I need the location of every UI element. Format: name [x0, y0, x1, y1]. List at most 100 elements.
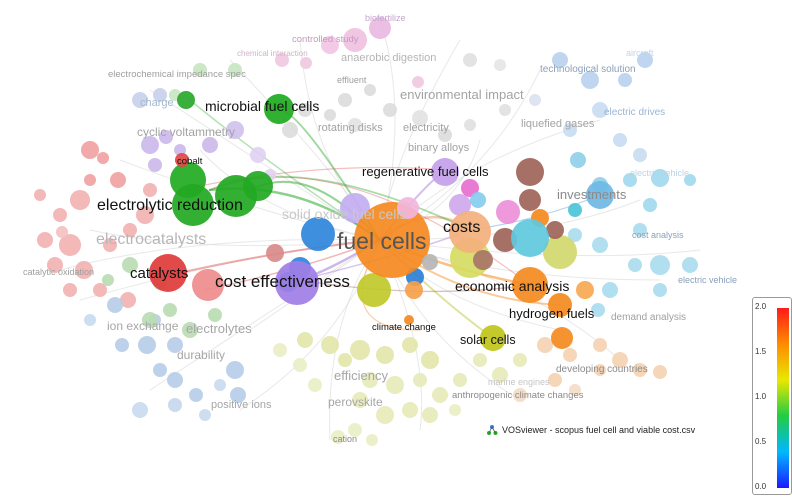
background-node[interactable] — [226, 121, 244, 139]
label-electric-drives[interactable]: electric drives — [604, 107, 665, 118]
label-regenerative-fuel-cells[interactable]: regenerative fuel cells — [362, 164, 489, 179]
background-node[interactable] — [338, 93, 352, 107]
background-node[interactable] — [593, 338, 607, 352]
background-node[interactable] — [513, 353, 527, 367]
node-cobalt[interactable] — [175, 153, 189, 167]
background-node[interactable] — [153, 88, 167, 102]
background-node[interactable] — [308, 378, 322, 392]
label-catalysts[interactable]: catalysts — [130, 265, 188, 282]
background-node[interactable] — [537, 337, 553, 353]
label-anthropogenic[interactable]: anthropogenic climate changes — [452, 390, 584, 401]
node-regenerative-fuel-cells[interactable] — [431, 158, 459, 186]
background-node[interactable] — [142, 312, 158, 328]
node-yellow-c[interactable] — [543, 235, 577, 269]
background-node[interactable] — [594, 364, 606, 376]
background-node[interactable] — [402, 337, 418, 353]
node-solar-cells[interactable] — [480, 325, 506, 351]
node-electrolytic-reduction[interactable] — [172, 184, 214, 226]
label-cost-effectiveness[interactable]: cost effectiveness — [215, 272, 350, 291]
background-node[interactable] — [115, 338, 129, 352]
label-climate-change[interactable]: climate change — [372, 322, 436, 333]
background-node[interactable] — [369, 17, 391, 39]
background-node[interactable] — [613, 133, 627, 147]
background-node[interactable] — [174, 144, 186, 156]
background-node[interactable] — [563, 123, 577, 137]
label-costs[interactable]: costs — [443, 219, 480, 236]
node-catalysts-b[interactable] — [192, 269, 224, 301]
label-hydrogen-fuels[interactable]: hydrogen fuels — [509, 306, 595, 321]
label-marine-engines[interactable]: marine engines — [488, 377, 550, 387]
node-pink-light[interactable] — [397, 197, 419, 219]
label-fuel-cells[interactable]: fuel cells — [337, 228, 426, 254]
background-node[interactable] — [343, 28, 367, 52]
background-node[interactable] — [563, 348, 577, 362]
background-node[interactable] — [226, 361, 244, 379]
node-brown-d[interactable] — [473, 250, 493, 270]
background-node[interactable] — [81, 141, 99, 159]
background-node[interactable] — [651, 169, 669, 187]
label-anaerobic-digestion[interactable]: anaerobic digestion — [341, 52, 436, 64]
background-node[interactable] — [643, 198, 657, 212]
node-electrolytic-reduction-c[interactable] — [243, 171, 273, 201]
background-node[interactable] — [37, 232, 53, 248]
background-node[interactable] — [413, 373, 427, 387]
background-node[interactable] — [143, 183, 157, 197]
label-technological-solution[interactable]: technological solution — [540, 64, 636, 75]
label-developing-countries[interactable]: developing countries — [556, 364, 648, 375]
node-charge[interactable] — [177, 91, 195, 109]
node-blue-a[interactable] — [301, 217, 335, 251]
background-node[interactable] — [366, 434, 378, 446]
label-electric-vehicle-upper[interactable]: electric vehicle — [630, 168, 689, 178]
background-node[interactable] — [93, 283, 107, 297]
background-node[interactable] — [422, 407, 438, 423]
background-node[interactable] — [182, 322, 198, 338]
background-node[interactable] — [402, 402, 418, 418]
background-node[interactable] — [321, 336, 339, 354]
background-node[interactable] — [63, 283, 77, 297]
background-node[interactable] — [193, 63, 207, 77]
background-node[interactable] — [34, 189, 46, 201]
label-electrolytic-reduction[interactable]: electrolytic reduction — [97, 197, 243, 214]
background-node[interactable] — [298, 103, 312, 117]
node-cyan-a[interactable] — [511, 219, 549, 257]
background-node[interactable] — [168, 398, 182, 412]
background-node[interactable] — [53, 208, 67, 222]
background-node[interactable] — [682, 257, 698, 273]
label-biofertilizer[interactable]: biofertilize — [365, 13, 406, 23]
label-electric-vehicle[interactable]: electric vehicle — [678, 275, 737, 285]
node-solid-oxide[interactable] — [340, 193, 370, 223]
label-catalytic-oxidation[interactable]: catalytic oxidation — [23, 267, 94, 277]
node-cyan-c[interactable] — [568, 203, 582, 217]
label-electrochemical-impedance[interactable]: electrochemical impedance spec — [108, 69, 246, 80]
background-node[interactable] — [529, 94, 541, 106]
background-node[interactable] — [167, 372, 183, 388]
label-cobalt[interactable]: cobalt — [177, 156, 203, 167]
node-cyan-b[interactable] — [470, 192, 486, 208]
background-node[interactable] — [612, 352, 628, 368]
background-node[interactable] — [120, 292, 136, 308]
background-node[interactable] — [348, 118, 362, 132]
label-demand-analysis[interactable]: demand analysis — [611, 312, 686, 323]
background-node[interactable] — [230, 387, 246, 403]
node-purple-small[interactable] — [449, 194, 471, 216]
background-node[interactable] — [412, 76, 424, 88]
background-node[interactable] — [138, 336, 156, 354]
node-costs[interactable] — [449, 211, 491, 253]
background-node[interactable] — [148, 158, 162, 172]
background-node[interactable] — [132, 92, 148, 108]
background-node[interactable] — [453, 373, 467, 387]
label-perovskite[interactable]: perovskite — [328, 395, 383, 409]
label-liquefied-gases[interactable]: liquefied gases — [521, 118, 595, 130]
node-investments[interactable] — [586, 181, 614, 209]
background-node[interactable] — [362, 372, 378, 388]
label-solid-oxide-fuel-cells[interactable]: solid oxide fuel cells — [282, 206, 407, 222]
background-node[interactable] — [591, 303, 605, 317]
background-node[interactable] — [592, 102, 608, 118]
label-solar-cells[interactable]: solar cells — [460, 333, 516, 347]
background-node[interactable] — [84, 314, 96, 326]
background-node[interactable] — [412, 110, 428, 126]
background-node[interactable] — [464, 119, 476, 131]
label-cation[interactable]: cation — [333, 434, 357, 444]
background-node[interactable] — [421, 351, 439, 369]
background-node[interactable] — [350, 340, 370, 360]
